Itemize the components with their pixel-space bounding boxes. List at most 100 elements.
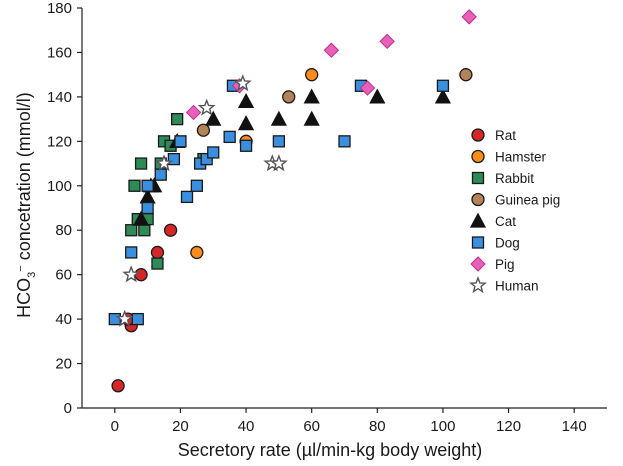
legend-marker-cat	[469, 212, 487, 228]
y-tick-label: 40	[55, 311, 72, 328]
point-rabbit	[128, 179, 141, 192]
point-dog	[223, 130, 236, 144]
legend-item-human: Human	[469, 276, 539, 294]
y-tick-label: 0	[64, 400, 72, 417]
y-tick-label: 120	[47, 133, 72, 150]
legend-marker-rat	[471, 128, 485, 142]
point-dog	[141, 179, 154, 192]
point-cat	[369, 88, 386, 104]
legend-label: Guinea pig	[495, 193, 560, 208]
point-pig	[461, 9, 477, 25]
x-axis-title: Secretory rate (µl/min-kg body weight)	[178, 440, 482, 460]
y-tick-label: 80	[55, 222, 72, 239]
series-dog	[108, 79, 450, 326]
point-rat	[163, 223, 178, 237]
point-dog	[190, 179, 203, 192]
y-tick-label: 100	[47, 178, 72, 195]
point-hamster	[190, 245, 204, 260]
point-cat	[270, 110, 287, 126]
y-tick-labels: 0 20 40 60 80 100 120 140 160 180	[47, 0, 82, 417]
series-rat	[111, 223, 178, 393]
legend-item-cat: Cat	[469, 212, 516, 229]
point-rat	[111, 379, 125, 393]
point-guinea-pig	[282, 90, 296, 104]
legend-label: Rat	[495, 128, 516, 143]
point-rat	[134, 268, 148, 282]
y-tick-label: 180	[47, 0, 72, 17]
y-axis-title-rest: concetration (mmol/l)	[14, 92, 34, 265]
legend-item-pig: Pig	[470, 256, 515, 272]
x-tick-labels: 0 20 40 60 80 100 120 140	[111, 408, 587, 435]
x-tick-label: 40	[238, 418, 255, 435]
legend-marker-pig	[470, 256, 486, 272]
legend-label: Rabbit	[495, 171, 534, 186]
series-cat	[132, 88, 452, 226]
legend-item-rabbit: Rabbit	[471, 171, 534, 186]
point-human	[233, 74, 252, 92]
point-rabbit	[138, 224, 151, 237]
legend-label: Pig	[495, 257, 515, 272]
x-tick-label: 0	[111, 418, 119, 435]
point-dog	[180, 190, 194, 204]
y-axis-title-sub: 3	[26, 272, 38, 278]
point-cat	[303, 88, 320, 104]
series-human	[115, 74, 288, 327]
x-tick-label: 100	[430, 418, 455, 435]
point-rabbit	[134, 157, 148, 170]
legend-item-hamster: Hamster	[471, 149, 547, 165]
point-human	[197, 98, 216, 116]
point-dog	[131, 312, 144, 326]
point-human	[155, 154, 174, 172]
point-dog	[200, 152, 213, 166]
legend-marker-rabbit	[471, 171, 485, 185]
y-tick-label: 20	[55, 356, 72, 373]
point-dog	[207, 146, 220, 159]
point-cat	[237, 92, 255, 108]
y-tick-label: 160	[47, 44, 72, 61]
point-dog	[125, 246, 138, 259]
point-rabbit	[125, 224, 138, 237]
legend-item-guinea-pig: Guinea pig	[471, 192, 560, 208]
point-pig	[185, 104, 202, 121]
x-tick-label: 80	[369, 418, 386, 435]
point-dog	[167, 152, 181, 166]
legend-marker-dog	[471, 236, 485, 249]
series-pig	[185, 9, 477, 121]
point-guinea-pig	[459, 68, 473, 82]
x-tick-label: 140	[562, 418, 587, 435]
axes	[81, 8, 607, 409]
point-rat	[150, 245, 165, 260]
data-points	[108, 9, 477, 393]
point-pig	[379, 33, 395, 50]
point-pig	[323, 42, 340, 58]
point-cat	[237, 115, 255, 131]
x-tick-label: 60	[303, 418, 320, 435]
point-dog	[272, 135, 286, 148]
point-dog	[141, 201, 154, 215]
y-axis-title: HCO3− concetration (mmol/l)	[14, 92, 38, 318]
x-tick-label: 120	[496, 418, 521, 435]
legend-marker-hamster	[471, 149, 485, 164]
legend-label: Cat	[495, 214, 516, 229]
series-guinea-pig	[196, 68, 473, 137]
legend-item-rat: Rat	[471, 128, 516, 143]
point-cat	[434, 88, 452, 104]
point-dog	[338, 135, 351, 148]
y-axis-title-sup: −	[15, 265, 27, 271]
y-tick-label: 60	[55, 267, 72, 284]
legend: Rat Hamster Rabbit Guinea pig Cat Dog Pig Human	[469, 128, 560, 294]
point-rabbit	[151, 257, 164, 270]
point-cat	[205, 110, 222, 126]
point-dog	[108, 312, 121, 326]
legend-marker-guinea-pig	[471, 192, 485, 207]
point-pig	[359, 80, 376, 96]
point-human	[115, 309, 134, 327]
legend-label: Dog	[495, 236, 520, 251]
y-axis-title-main: HCO	[14, 278, 34, 318]
point-cat	[132, 210, 150, 226]
point-dog	[154, 168, 167, 181]
legend-marker-human	[469, 276, 487, 294]
legend-label: Hamster	[495, 150, 547, 165]
legend-item-dog: Dog	[471, 236, 520, 251]
